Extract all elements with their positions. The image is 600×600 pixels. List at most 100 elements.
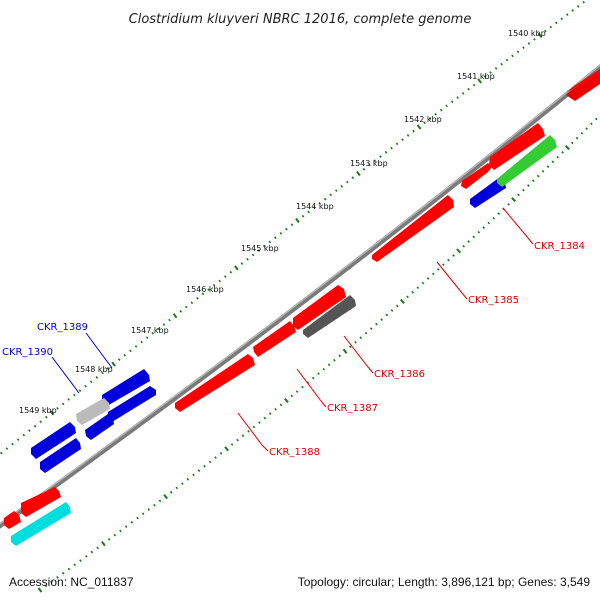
minor-tick [373,159,377,163]
minor-tick [181,482,184,485]
minor-tick [124,525,128,528]
minor-tick [472,83,476,87]
gene-label-ckr-1389[interactable]: CKR_1389 [37,322,88,333]
gene-feature[interactable] [102,369,150,406]
minor-tick [67,398,71,401]
gene-feature[interactable] [31,422,76,459]
inner-tick-ring [37,113,600,593]
gene-feature[interactable] [11,502,71,546]
minor-tick [544,29,547,33]
gene-feature[interactable] [253,321,296,357]
minor-tick [482,226,486,229]
major-tick [234,265,239,271]
gene-label-ckr-1385[interactable]: CKR_1385 [468,295,519,306]
gene-feature[interactable] [489,123,545,170]
outer-tick-ring [0,0,585,455]
minor-tick [90,550,94,554]
minor-tick [323,197,327,201]
tick-label-1547: 1547 kbp [131,326,169,335]
gene-feature[interactable] [566,72,600,101]
minor-tick [364,331,368,335]
gene-feature[interactable] [303,295,356,338]
minor-tick [375,322,378,326]
gene-feature[interactable] [566,69,600,93]
minor-tick [89,380,93,384]
minor-tick [151,331,155,335]
gene-feature[interactable] [21,487,61,517]
gene-label-ckr-1384[interactable]: CKR_1384 [534,241,585,252]
minor-tick [236,438,239,442]
genes-inner-track [11,135,557,546]
minor-tick [201,292,205,296]
minor-tick [322,367,326,371]
gene-feature[interactable] [461,163,492,189]
minor-tick [290,223,294,227]
minor-tick [439,108,443,112]
gene-feature[interactable] [76,398,110,425]
minor-tick [505,58,509,62]
minor-tick [500,62,503,66]
minor-tick [483,75,487,79]
major-tick [342,348,348,354]
minor-tick [28,429,31,433]
minor-tick [268,240,272,244]
minor-tick [467,87,470,91]
minor-tick [153,503,156,507]
minor-tick [79,559,82,562]
minor-tick [428,117,432,120]
minor-tick [576,5,580,8]
minor-tick [175,486,179,490]
tick-label-1548: 1548 kbp [75,365,113,374]
minor-tick [61,571,65,575]
gene-label-ckr-1387[interactable]: CKR_1387 [327,403,378,414]
gene-feature[interactable] [497,135,557,187]
minor-tick [395,304,399,308]
gene-feature[interactable] [4,511,21,529]
minor-tick [0,451,3,455]
gene-feature[interactable] [372,195,454,262]
minor-tick [5,447,9,450]
minor-tick [368,163,371,167]
major-tick [477,78,482,84]
minor-tick [106,367,110,370]
major-tick [399,298,405,304]
minor-tick [301,385,304,389]
minor-tick [531,179,535,183]
minor-tick [186,477,190,481]
gene-feature[interactable] [107,386,156,422]
minor-tick [369,327,373,331]
gene-feature[interactable] [85,414,114,440]
minor-tick [533,38,536,41]
gene-feature[interactable] [40,438,81,473]
minor-tick [196,296,199,300]
minor-tick [359,336,363,340]
major-tick [295,217,300,224]
minor-tick [290,394,294,398]
minor-tick [229,270,233,274]
minor-tick [33,424,37,428]
minor-tick [257,249,260,252]
major-tick [111,361,116,367]
minor-tick [452,254,455,257]
minor-tick [246,257,249,261]
minor-tick [334,189,338,192]
minor-tick [207,288,210,291]
minor-tick [516,50,520,54]
minor-tick [379,155,382,158]
major-tick [163,494,168,500]
gene-feature[interactable] [293,285,346,330]
minor-tick [157,327,160,331]
minor-tick [447,258,450,262]
gene-label-ckr-1388[interactable]: CKR_1388 [269,447,320,458]
gene-label-ckr-1390[interactable]: CKR_1390 [2,347,53,358]
major-tick [537,32,543,38]
minor-tick [84,384,87,388]
minor-tick [212,283,216,287]
minor-tick [536,174,540,178]
minor-tick [494,67,498,70]
gene-feature[interactable] [175,354,255,412]
minor-tick [136,516,139,520]
gene-feature[interactable] [470,177,506,208]
gene-label-ckr-1386[interactable]: CKR_1386 [374,369,425,380]
